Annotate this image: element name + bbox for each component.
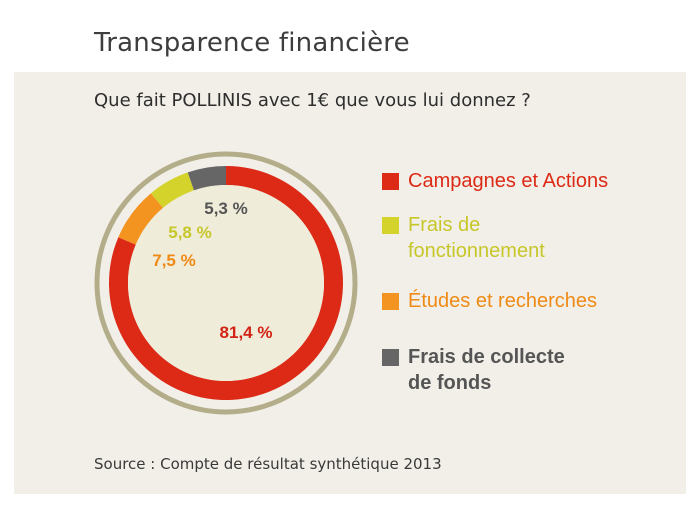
legend-label-line: Campagnes et Actions bbox=[408, 170, 609, 192]
legend-label-line: de fonds bbox=[408, 372, 492, 394]
page-title: Transparence financière bbox=[94, 28, 410, 58]
slice-2 bbox=[150, 172, 194, 208]
slice-label-2: 5,8 % bbox=[168, 223, 211, 242]
legend-label-2: Études et recherches bbox=[408, 288, 597, 314]
legend-item-3: Frais de collecte de fonds bbox=[382, 344, 565, 396]
slice-1 bbox=[118, 193, 164, 245]
legend-swatch-3 bbox=[382, 349, 399, 366]
slice-label-0: 81,4 % bbox=[220, 323, 273, 342]
legend-swatch-2 bbox=[382, 293, 399, 310]
legend-label-3: Frais de collecte de fonds bbox=[408, 344, 565, 396]
source-note: Source : Compte de résultat synthétique … bbox=[94, 455, 442, 473]
slice-label-1: 7,5 % bbox=[152, 251, 195, 270]
legend-label-line: Frais de bbox=[408, 214, 481, 236]
donut-center bbox=[128, 185, 324, 381]
legend-item-1: Frais de fonctionnement bbox=[382, 212, 545, 264]
legend-label-1: Frais de fonctionnement bbox=[408, 212, 545, 264]
legend-swatch-1 bbox=[382, 217, 399, 234]
legend-item-2: Études et recherches bbox=[382, 288, 597, 314]
donut-outer-ring bbox=[94, 151, 358, 415]
legend-label-line: Études et recherches bbox=[408, 290, 597, 312]
slice-3 bbox=[187, 166, 226, 191]
legend-label-line: fonctionnement bbox=[408, 240, 545, 262]
legend-label-line: Frais de collecte bbox=[408, 346, 565, 368]
slice-label-3: 5,3 % bbox=[204, 199, 247, 218]
legend-label-0: Campagnes et Actions bbox=[408, 168, 608, 194]
legend-swatch-0 bbox=[382, 173, 399, 190]
chart-subtitle: Que fait POLLINIS avec 1€ que vous lui d… bbox=[94, 90, 531, 111]
legend-item-0: Campagnes et Actions bbox=[382, 168, 608, 194]
